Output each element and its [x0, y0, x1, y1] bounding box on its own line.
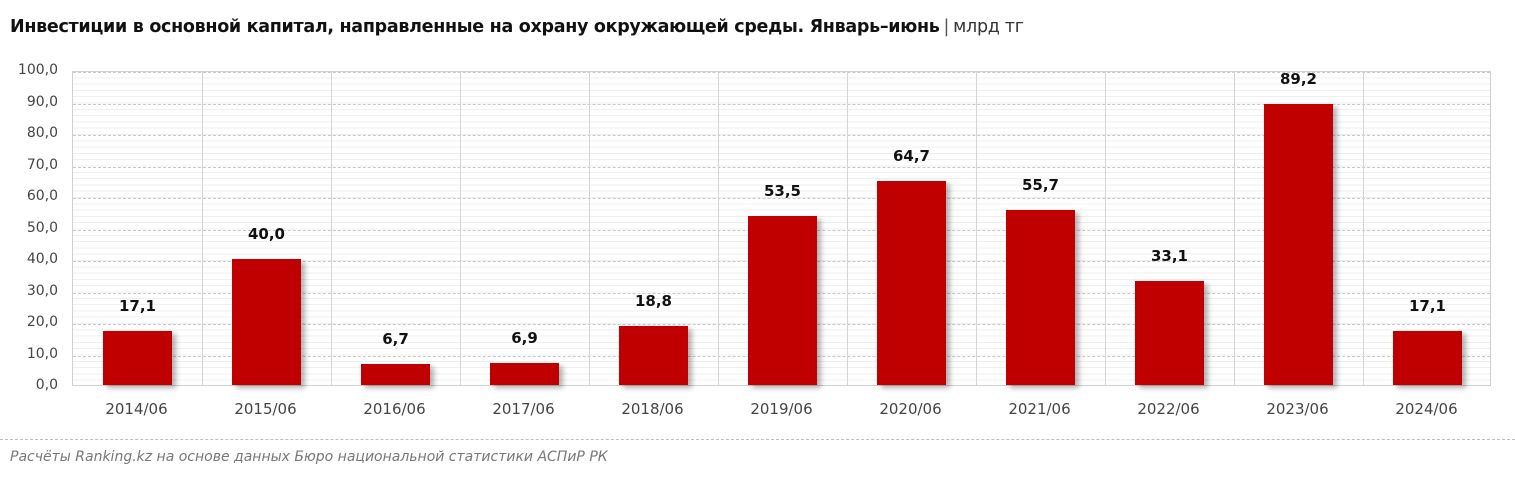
x-tick-label: 2024/06: [1395, 400, 1458, 418]
data-label: 40,0: [247, 225, 285, 243]
category-separator: [1105, 72, 1106, 385]
y-tick-label: 90,0: [26, 93, 58, 110]
x-tick-label: 2022/06: [1137, 400, 1200, 418]
data-label: 17,1: [1408, 297, 1446, 316]
data-label: 33,1: [1150, 246, 1188, 265]
bar-2023/06: [1264, 104, 1333, 385]
bar-2016/06: [361, 363, 430, 385]
gridline: [73, 166, 1490, 168]
x-tick-label: 2019/06: [750, 400, 813, 418]
bar-2022/06: [1135, 280, 1204, 385]
y-tick-label: 80,0: [26, 125, 58, 141]
category-separator: [976, 72, 977, 385]
gridline: [73, 198, 1490, 199]
bar-2017/06: [490, 363, 559, 385]
y-tick-label: 0,0: [35, 377, 58, 393]
data-label: 18,8: [634, 291, 672, 310]
data-label: 17,1: [118, 297, 156, 316]
x-tick-label: 2014/06: [105, 400, 168, 418]
bar-2024/06: [1393, 331, 1462, 385]
category-separator: [460, 72, 461, 385]
bar-2021/06: [1006, 209, 1075, 385]
footer-divider: [0, 439, 1515, 440]
x-tick-label: 2020/06: [879, 400, 942, 418]
plot-area: 17,1 40,0 6,7 6,9 18,8 53,5 64,7 55,7 33,1 89,2 17…: [72, 70, 1491, 386]
y-tick-label: 10,0: [26, 345, 58, 362]
title-separator: |: [943, 17, 950, 37]
data-label: 55,7: [1021, 175, 1059, 194]
data-label: 64,7: [892, 147, 930, 166]
bar-2019/06: [748, 216, 817, 385]
y-tick-label: 40,0: [26, 251, 58, 267]
x-tick-label: 2017/06: [492, 400, 555, 418]
chart-title-main: Инвестиции в основной капитал, направлен…: [10, 17, 940, 37]
chart-title: Инвестиции в основной капитал, направлен…: [10, 17, 1024, 37]
category-separator: [1234, 72, 1235, 385]
data-label: 6,7: [382, 329, 409, 348]
y-tick-label: 70,0: [26, 156, 58, 173]
bar-2018/06: [619, 325, 688, 385]
category-separator: [202, 72, 203, 385]
x-tick-label: 2021/06: [1008, 400, 1071, 418]
category-separator: [718, 72, 719, 385]
data-label: 53,5: [763, 182, 801, 201]
bar-2014/06: [103, 331, 172, 385]
x-tick-label: 2018/06: [621, 400, 684, 418]
y-tick-label: 30,0: [26, 282, 58, 299]
chart-unit: млрд тг: [953, 17, 1024, 37]
y-tick-label: 60,0: [26, 188, 58, 204]
data-label: 89,2: [1279, 70, 1317, 89]
x-tick-label: 2015/06: [234, 400, 297, 418]
gridline: [73, 103, 1490, 105]
gridline: [73, 135, 1490, 136]
x-tick-label: 2016/06: [363, 400, 426, 418]
bar-2015/06: [232, 259, 301, 385]
category-separator: [589, 72, 590, 385]
bar-2020/06: [877, 181, 946, 385]
x-tick-label: 2023/06: [1266, 400, 1329, 418]
gridline: [73, 72, 1490, 73]
y-tick-label: 50,0: [26, 219, 58, 236]
y-tick-label: 100,0: [17, 62, 58, 78]
category-separator: [847, 72, 848, 385]
source-note: Расчёты Ranking.kz на основе данных Бюро…: [10, 449, 608, 465]
category-separator: [1363, 72, 1364, 385]
category-separator: [331, 72, 332, 385]
y-tick-label: 20,0: [26, 314, 58, 330]
data-label: 6,9: [511, 329, 538, 348]
